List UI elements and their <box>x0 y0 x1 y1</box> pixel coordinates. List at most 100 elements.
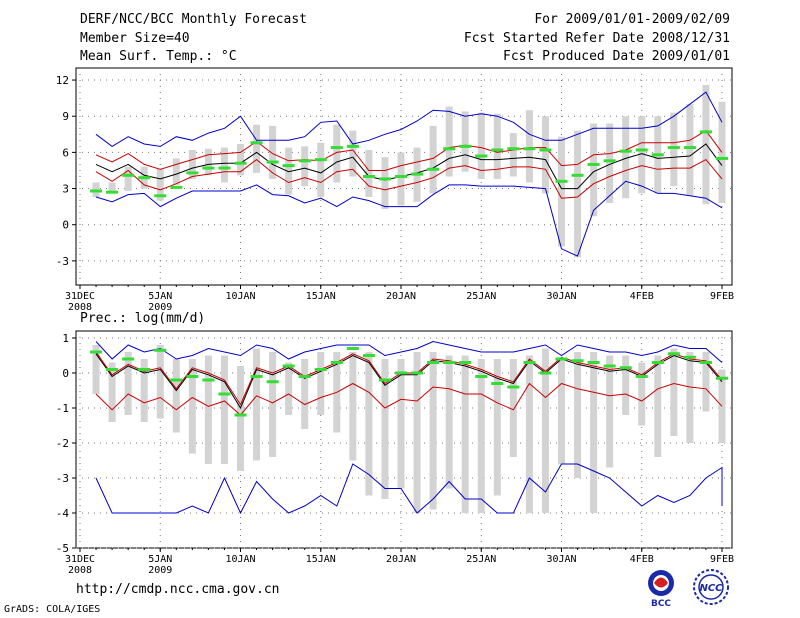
prec-spread-bar <box>638 362 646 426</box>
prec-median-marker <box>427 361 440 364</box>
prec-median-marker <box>122 357 135 361</box>
ncc-logo: NCC <box>693 569 729 605</box>
ncc-logo-disc <box>698 574 724 600</box>
temp-median-marker <box>571 173 584 177</box>
temp-spread-bar <box>381 157 389 210</box>
temp-median-marker <box>330 146 343 150</box>
temp-spread-bar <box>333 124 341 183</box>
prec-spread-bar <box>156 345 164 419</box>
prec-x-tick-label: 4FEB <box>630 554 654 565</box>
temp-spread-bar <box>590 123 598 217</box>
prec-median-marker <box>266 380 279 384</box>
prec-spread-bar <box>525 355 533 513</box>
prec-spread-bar <box>108 362 116 422</box>
temp-median-marker <box>716 156 728 160</box>
chart-title: DERF/NCC/BCC Monthly Forecast <box>80 12 307 27</box>
temp-median-marker <box>378 177 391 181</box>
temp-spread-bar <box>509 133 517 177</box>
prec-spread-bar <box>702 352 710 412</box>
temp-median-marker <box>234 161 247 165</box>
temp-median-marker <box>619 149 632 153</box>
prec-spread-bar <box>590 352 598 513</box>
temp-median-marker <box>459 144 472 148</box>
prec-spread-bar <box>188 359 196 454</box>
temp-spread-bar <box>493 113 501 179</box>
bcc-logo-swirl <box>654 577 668 588</box>
prec-y-tick-label: 1 <box>62 332 69 345</box>
temp-x-tick-label: 20JAN <box>386 291 416 302</box>
temp-spread-bar <box>317 142 325 197</box>
temp-median-marker <box>507 147 520 151</box>
prec-spread-bar <box>606 355 614 468</box>
prec-median-marker <box>314 368 327 371</box>
prec-x-year-label: 2008 <box>68 565 92 576</box>
prec-y-tick-label: -3 <box>56 472 69 485</box>
prec-spread-bar <box>269 352 277 457</box>
prec-spread-bar <box>493 359 501 496</box>
temp-x-tick-label: 30JAN <box>546 291 576 302</box>
prec-x-tick-label: 31DEC <box>65 554 95 565</box>
temp-x-tick-label: 4FEB <box>630 291 654 302</box>
prec-median-marker <box>395 371 407 375</box>
source-url[interactable]: http://cmdp.ncc.cma.gov.cn <box>76 582 280 597</box>
temp-median-marker <box>106 190 119 194</box>
prec-spread-bar <box>237 366 244 471</box>
temp-spread-bar <box>525 110 533 183</box>
prec-median-marker <box>523 361 536 364</box>
prec-spread-bar <box>558 359 565 464</box>
prec-median-marker <box>411 371 424 375</box>
prec-median-marker <box>298 375 311 378</box>
prec-y-tick-label: -1 <box>56 402 69 415</box>
prec-y-tick-label: -5 <box>56 542 69 555</box>
prec-upper-line <box>95 351 723 406</box>
temp-spread-bar <box>365 149 373 197</box>
temp-spread-bar <box>429 125 437 194</box>
temp-median-marker <box>555 179 568 183</box>
prec-x-year-label: 2009 <box>148 565 172 576</box>
temp-spread-bar <box>172 158 180 185</box>
temp-x-tick-label: 5JAN <box>148 291 172 302</box>
bcc-logo-text: BCC <box>651 599 671 608</box>
temp-y-tick-label: 9 <box>62 110 69 123</box>
temp-median-marker <box>523 147 536 151</box>
prec-spread-bar <box>670 348 678 436</box>
member-size-label: Member Size=40 <box>80 31 190 46</box>
prec-spread-bar <box>397 359 405 489</box>
prec-median-marker <box>443 361 456 364</box>
prec-median-marker <box>90 350 103 354</box>
temp-spread-bar <box>237 143 244 176</box>
prec-spread-bar <box>574 352 582 478</box>
prec-x-tick-label: 5JAN <box>148 554 172 565</box>
temp-median-marker <box>362 175 375 178</box>
prec-x-tick-label: 9FEB <box>710 554 734 565</box>
prec-median-marker <box>507 385 520 389</box>
prec-median-marker <box>362 354 375 357</box>
temp-spread-bar <box>558 136 565 247</box>
prec-spread-bar <box>349 352 357 461</box>
prec-x-tick-label: 10JAN <box>225 554 255 565</box>
temp-median-marker <box>395 175 407 178</box>
temp-spread-bar <box>606 123 614 204</box>
prec-spread-bar <box>477 359 485 513</box>
temp-spread-bar <box>188 149 196 179</box>
temp-median-marker <box>587 162 600 166</box>
temp-spread-bar <box>285 147 293 195</box>
temp-spread-bar <box>445 106 453 177</box>
temp-median-marker <box>427 167 440 171</box>
prec-median-marker <box>475 375 488 378</box>
prec-median-marker <box>330 361 343 364</box>
temp-median-marker <box>667 146 680 150</box>
prec-spread-bar <box>622 355 630 415</box>
prec-spread-bar <box>92 345 100 394</box>
temp-spread-bar <box>670 112 678 187</box>
prec-x-tick-label: 15JAN <box>306 554 336 565</box>
temp-min-line <box>95 180 723 257</box>
temp-median-marker <box>202 166 215 170</box>
temp-median-marker <box>298 159 311 163</box>
prec-spread-bar <box>172 359 180 433</box>
temp-median-marker <box>539 148 552 152</box>
temp-x-tick-label: 9FEB <box>710 291 734 302</box>
temp-spread-bar <box>301 146 309 187</box>
temp-median-marker <box>683 146 696 150</box>
bcc-logo: BCC <box>648 570 674 608</box>
